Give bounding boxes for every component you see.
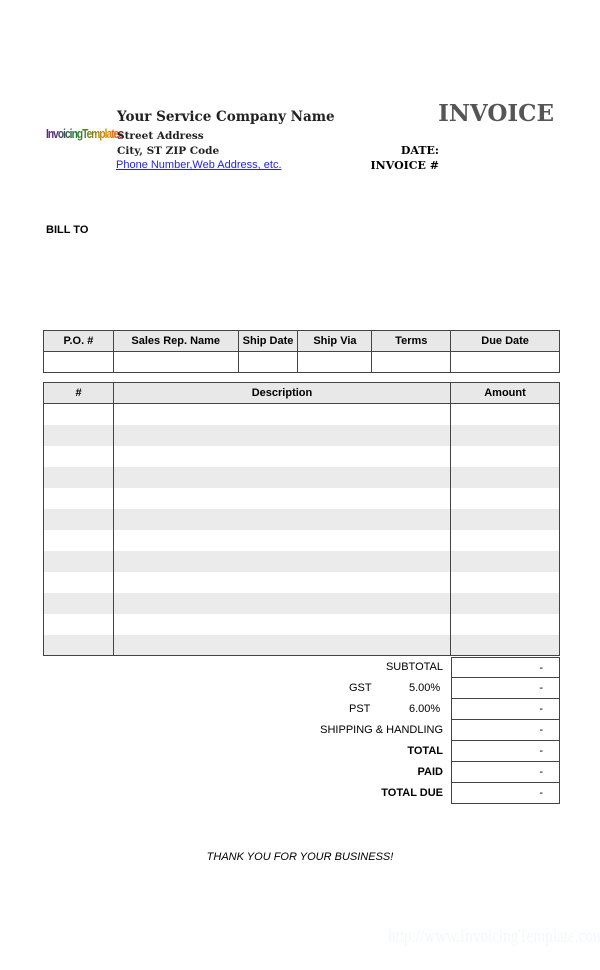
item-description-cell[interactable] [113, 592, 451, 614]
item-number-cell[interactable] [43, 487, 114, 509]
order-value-5[interactable] [450, 351, 560, 373]
order-value-4[interactable] [371, 351, 452, 373]
item-row[interactable] [43, 529, 560, 551]
item-number-cell[interactable] [43, 466, 114, 488]
item-amount-cell[interactable] [450, 550, 560, 572]
totals-value: - [451, 741, 560, 762]
item-description-cell[interactable] [113, 613, 451, 635]
item-description-cell[interactable] [113, 466, 451, 488]
item-number-cell[interactable] [43, 508, 114, 530]
item-amount-cell[interactable] [450, 466, 560, 488]
totals-row: PAID - [300, 762, 560, 783]
tax-label: GST [349, 682, 372, 694]
order-header-2: Ship Date [237, 330, 299, 352]
order-header-1: Sales Rep. Name [112, 330, 239, 352]
order-info-table: P.O. # Sales Rep. Name Ship Date Ship Via Te… [43, 330, 560, 373]
item-amount-cell[interactable] [450, 634, 560, 656]
company-contact-link[interactable]: Phone Number,Web Address, etc. [116, 159, 282, 171]
item-description-cell[interactable] [113, 571, 451, 593]
item-number-cell[interactable] [43, 529, 114, 551]
order-value-1[interactable] [112, 351, 239, 373]
item-row[interactable] [43, 403, 560, 425]
item-row[interactable] [43, 571, 560, 593]
item-description-cell[interactable] [113, 508, 451, 530]
item-description-cell[interactable] [113, 550, 451, 572]
col-header-number: # [43, 382, 114, 404]
watermark: http://www.InvoicingTemplate.com [388, 926, 600, 947]
item-description-cell[interactable] [113, 487, 451, 509]
order-value-2[interactable] [237, 351, 299, 373]
col-header-amount: Amount [450, 382, 560, 404]
item-row[interactable] [43, 613, 560, 635]
item-number-cell[interactable] [43, 613, 114, 635]
thank-you-message: THANK YOU FOR YOUR BUSINESS! [206, 851, 394, 863]
totals-row: GST 5.00% - [300, 678, 560, 699]
line-items-table: # Description Amount [43, 382, 560, 656]
item-number-cell[interactable] [43, 403, 114, 425]
order-header-3: Ship Via [297, 330, 373, 352]
totals-value: - [451, 720, 560, 741]
order-header-5: Due Date [450, 330, 560, 352]
item-amount-cell[interactable] [450, 592, 560, 614]
company-city: City, ST ZIP Code [117, 145, 220, 157]
tax-rate: 5.00% [409, 682, 441, 694]
item-number-cell[interactable] [43, 571, 114, 593]
item-row[interactable] [43, 592, 560, 614]
item-amount-cell[interactable] [450, 424, 560, 446]
item-number-cell[interactable] [43, 445, 114, 467]
item-row[interactable] [43, 634, 560, 656]
item-description-cell[interactable] [113, 634, 451, 656]
item-row[interactable] [43, 550, 560, 572]
totals-row: SHIPPING & HANDLING - [300, 720, 560, 741]
order-value-0[interactable] [43, 351, 114, 373]
item-amount-cell[interactable] [450, 445, 560, 467]
item-description-cell[interactable] [113, 529, 451, 551]
item-row[interactable] [43, 487, 560, 509]
tax-rate: 6.00% [409, 703, 441, 715]
item-number-cell[interactable] [43, 424, 114, 446]
invoice-title: INVOICE [438, 100, 554, 127]
item-amount-cell[interactable] [450, 571, 560, 593]
company-name: Your Service Company Name [117, 109, 335, 125]
item-amount-cell[interactable] [450, 508, 560, 530]
tax-label: PST [349, 703, 371, 715]
totals-value: - [451, 699, 560, 720]
totals-row: TOTAL DUE - [300, 783, 560, 804]
item-description-cell[interactable] [113, 445, 451, 467]
order-header-0: P.O. # [43, 330, 114, 352]
totals-label: TOTAL [407, 745, 443, 757]
totals-value: - [451, 783, 560, 804]
date-label: DATE: [400, 144, 439, 157]
totals-value: - [451, 678, 560, 699]
item-description-cell[interactable] [113, 403, 451, 425]
order-value-3[interactable] [297, 351, 373, 373]
totals-label: TOTAL DUE [381, 787, 443, 799]
totals-value: - [451, 657, 560, 678]
company-street: Street Address [117, 130, 204, 142]
totals-row: TOTAL - [300, 741, 560, 762]
company-logo: InvoicingTemplates [46, 126, 124, 148]
totals-label: SHIPPING & HANDLING [320, 724, 443, 736]
item-amount-cell[interactable] [450, 487, 560, 509]
totals-label: SUBTOTAL [385, 661, 443, 673]
item-amount-cell[interactable] [450, 613, 560, 635]
item-row[interactable] [43, 424, 560, 446]
item-number-cell[interactable] [43, 592, 114, 614]
totals-label: PAID [417, 766, 443, 778]
bill-to-label: BILL TO [46, 224, 89, 236]
item-amount-cell[interactable] [450, 403, 560, 425]
totals-row: PST 6.00% - [300, 699, 560, 720]
order-header-4: Terms [371, 330, 452, 352]
item-number-cell[interactable] [43, 634, 114, 656]
item-row[interactable] [43, 508, 560, 530]
col-header-description: Description [113, 382, 451, 404]
invoice-number-label: INVOICE # [370, 159, 439, 172]
item-row[interactable] [43, 466, 560, 488]
item-description-cell[interactable] [113, 424, 451, 446]
item-amount-cell[interactable] [450, 529, 560, 551]
totals-row: SUBTOTAL - [300, 657, 560, 678]
totals-value: - [451, 762, 560, 783]
item-number-cell[interactable] [43, 550, 114, 572]
item-row[interactable] [43, 445, 560, 467]
